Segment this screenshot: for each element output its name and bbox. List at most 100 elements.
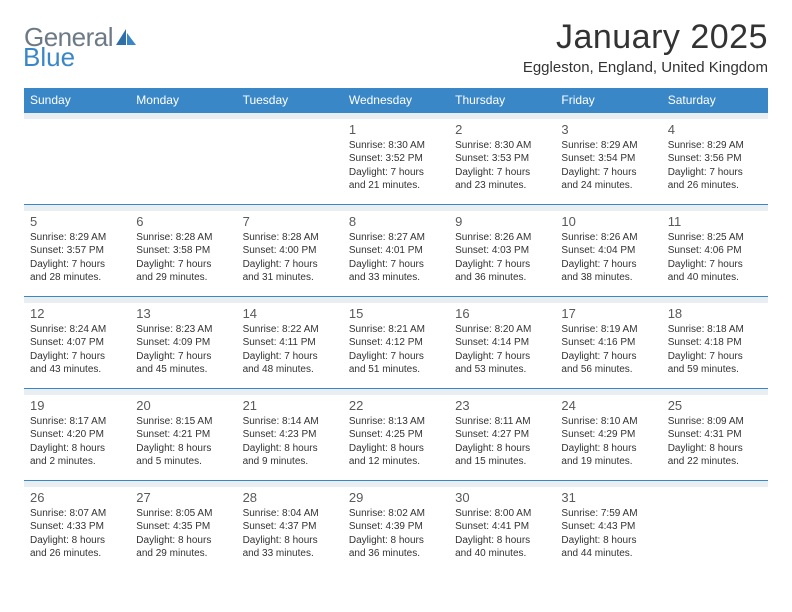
calendar-day-cell: 1 Sunrise: 8:30 AMSunset: 3:52 PMDaylight… [343, 119, 449, 205]
day-details: Sunrise: 8:24 AMSunset: 4:07 PMDaylight:… [30, 323, 124, 377]
day-details: Sunrise: 8:30 AMSunset: 3:53 PMDaylight:… [455, 139, 549, 193]
day-number: 7 [243, 214, 337, 229]
calendar-day-cell: 17 Sunrise: 8:19 AMSunset: 4:16 PMDayligh… [555, 303, 661, 389]
calendar-day-cell [237, 119, 343, 205]
weekday-header: Saturday [662, 88, 768, 113]
day-number: 24 [561, 398, 655, 413]
weekday-header: Tuesday [237, 88, 343, 113]
day-details: Sunrise: 8:20 AMSunset: 4:14 PMDaylight:… [455, 323, 549, 377]
day-details: Sunrise: 8:30 AMSunset: 3:52 PMDaylight:… [349, 139, 443, 193]
day-details: Sunrise: 8:29 AMSunset: 3:56 PMDaylight:… [668, 139, 762, 193]
day-number: 11 [668, 214, 762, 229]
day-number: 21 [243, 398, 337, 413]
calendar-day-cell: 6 Sunrise: 8:28 AMSunset: 3:58 PMDaylight… [130, 211, 236, 297]
calendar-week-row: 5 Sunrise: 8:29 AMSunset: 3:57 PMDaylight… [24, 211, 768, 297]
day-details: Sunrise: 8:22 AMSunset: 4:11 PMDaylight:… [243, 323, 337, 377]
day-number: 30 [455, 490, 549, 505]
calendar-day-cell: 28 Sunrise: 8:04 AMSunset: 4:37 PMDayligh… [237, 487, 343, 573]
day-details: Sunrise: 8:07 AMSunset: 4:33 PMDaylight:… [30, 507, 124, 561]
weekday-header: Wednesday [343, 88, 449, 113]
title-block: January 2025 Eggleston, England, United … [523, 18, 768, 76]
day-details: Sunrise: 8:15 AMSunset: 4:21 PMDaylight:… [136, 415, 230, 469]
day-details: Sunrise: 8:27 AMSunset: 4:01 PMDaylight:… [349, 231, 443, 285]
calendar-day-cell: 4 Sunrise: 8:29 AMSunset: 3:56 PMDaylight… [662, 119, 768, 205]
day-number: 20 [136, 398, 230, 413]
day-number: 6 [136, 214, 230, 229]
calendar-day-cell: 31Sunrise: 7:59 AMSunset: 4:43 PMDayligh… [555, 487, 661, 573]
day-details: Sunrise: 8:18 AMSunset: 4:18 PMDaylight:… [668, 323, 762, 377]
day-number: 26 [30, 490, 124, 505]
day-details: Sunrise: 8:28 AMSunset: 3:58 PMDaylight:… [136, 231, 230, 285]
calendar-day-cell: 29 Sunrise: 8:02 AMSunset: 4:39 PMDayligh… [343, 487, 449, 573]
calendar-day-cell: 27 Sunrise: 8:05 AMSunset: 4:35 PMDayligh… [130, 487, 236, 573]
calendar-day-cell: 21Sunrise: 8:14 AMSunset: 4:23 PMDayligh… [237, 395, 343, 481]
calendar-day-cell: 15 Sunrise: 8:21 AMSunset: 4:12 PMDayligh… [343, 303, 449, 389]
day-details: Sunrise: 8:09 AMSunset: 4:31 PMDaylight:… [668, 415, 762, 469]
day-number: 4 [668, 122, 762, 137]
calendar-day-cell [24, 119, 130, 205]
day-details: Sunrise: 8:19 AMSunset: 4:16 PMDaylight:… [561, 323, 655, 377]
day-number: 3 [561, 122, 655, 137]
logo-text-2: Blue [23, 44, 137, 70]
calendar-week-row: 1 Sunrise: 8:30 AMSunset: 3:52 PMDaylight… [24, 119, 768, 205]
day-details: Sunrise: 8:17 AMSunset: 4:20 PMDaylight:… [30, 415, 124, 469]
day-number: 16 [455, 306, 549, 321]
calendar-day-cell: 25 Sunrise: 8:09 AMSunset: 4:31 PMDayligh… [662, 395, 768, 481]
calendar-day-cell: 8Sunrise: 8:27 AMSunset: 4:01 PMDaylight… [343, 211, 449, 297]
day-details: Sunrise: 8:13 AMSunset: 4:25 PMDaylight:… [349, 415, 443, 469]
calendar-day-cell: 11 Sunrise: 8:25 AMSunset: 4:06 PMDayligh… [662, 211, 768, 297]
day-number: 27 [136, 490, 230, 505]
day-number: 31 [561, 490, 655, 505]
weekday-header-row: SundayMondayTuesdayWednesdayThursdayFrid… [24, 88, 768, 113]
weekday-header: Thursday [449, 88, 555, 113]
day-number: 14 [243, 306, 337, 321]
day-number: 18 [668, 306, 762, 321]
weekday-header: Friday [555, 88, 661, 113]
day-number: 9 [455, 214, 549, 229]
calendar-day-cell: 3 Sunrise: 8:29 AMSunset: 3:54 PMDaylight… [555, 119, 661, 205]
day-number: 2 [455, 122, 549, 137]
location-subtitle: Eggleston, England, United Kingdom [523, 59, 768, 76]
calendar-table: SundayMondayTuesdayWednesdayThursdayFrid… [24, 88, 768, 573]
day-number: 28 [243, 490, 337, 505]
day-details: Sunrise: 8:25 AMSunset: 4:06 PMDaylight:… [668, 231, 762, 285]
day-details: Sunrise: 8:05 AMSunset: 4:35 PMDaylight:… [136, 507, 230, 561]
day-number: 22 [349, 398, 443, 413]
day-details: Sunrise: 8:29 AMSunset: 3:54 PMDaylight:… [561, 139, 655, 193]
calendar-day-cell: 14 Sunrise: 8:22 AMSunset: 4:11 PMDayligh… [237, 303, 343, 389]
day-details: Sunrise: 8:04 AMSunset: 4:37 PMDaylight:… [243, 507, 337, 561]
day-details: Sunrise: 8:00 AMSunset: 4:41 PMDaylight:… [455, 507, 549, 561]
calendar-day-cell: 9 Sunrise: 8:26 AMSunset: 4:03 PMDaylight… [449, 211, 555, 297]
day-details: Sunrise: 8:21 AMSunset: 4:12 PMDaylight:… [349, 323, 443, 377]
weekday-header: Monday [130, 88, 236, 113]
calendar-day-cell: 12Sunrise: 8:24 AMSunset: 4:07 PMDayligh… [24, 303, 130, 389]
day-number: 23 [455, 398, 549, 413]
weekday-header: Sunday [24, 88, 130, 113]
calendar-day-cell: 5 Sunrise: 8:29 AMSunset: 3:57 PMDaylight… [24, 211, 130, 297]
calendar-day-cell: 13Sunrise: 8:23 AMSunset: 4:09 PMDayligh… [130, 303, 236, 389]
calendar-day-cell: 22 Sunrise: 8:13 AMSunset: 4:25 PMDayligh… [343, 395, 449, 481]
calendar-day-cell: 30 Sunrise: 8:00 AMSunset: 4:41 PMDayligh… [449, 487, 555, 573]
day-details: Sunrise: 8:26 AMSunset: 4:03 PMDaylight:… [455, 231, 549, 285]
calendar-day-cell: 23 Sunrise: 8:11 AMSunset: 4:27 PMDayligh… [449, 395, 555, 481]
day-details: Sunrise: 8:29 AMSunset: 3:57 PMDaylight:… [30, 231, 124, 285]
day-number: 15 [349, 306, 443, 321]
day-number: 17 [561, 306, 655, 321]
calendar-day-cell: 18 Sunrise: 8:18 AMSunset: 4:18 PMDayligh… [662, 303, 768, 389]
month-title: January 2025 [523, 18, 768, 57]
calendar-day-cell: 26 Sunrise: 8:07 AMSunset: 4:33 PMDayligh… [24, 487, 130, 573]
day-number: 29 [349, 490, 443, 505]
day-details: Sunrise: 8:11 AMSunset: 4:27 PMDaylight:… [455, 415, 549, 469]
day-details: Sunrise: 8:02 AMSunset: 4:39 PMDaylight:… [349, 507, 443, 561]
day-number: 5 [30, 214, 124, 229]
calendar-day-cell: 7Sunrise: 8:28 AMSunset: 4:00 PMDaylight… [237, 211, 343, 297]
logo: General Blue [24, 18, 137, 70]
day-number: 13 [136, 306, 230, 321]
day-number: 25 [668, 398, 762, 413]
calendar-day-cell [662, 487, 768, 573]
calendar-week-row: 19Sunrise: 8:17 AMSunset: 4:20 PMDayligh… [24, 395, 768, 481]
calendar-day-cell: 19Sunrise: 8:17 AMSunset: 4:20 PMDayligh… [24, 395, 130, 481]
day-number: 1 [349, 122, 443, 137]
day-details: Sunrise: 8:10 AMSunset: 4:29 PMDaylight:… [561, 415, 655, 469]
calendar-week-row: 26 Sunrise: 8:07 AMSunset: 4:33 PMDayligh… [24, 487, 768, 573]
